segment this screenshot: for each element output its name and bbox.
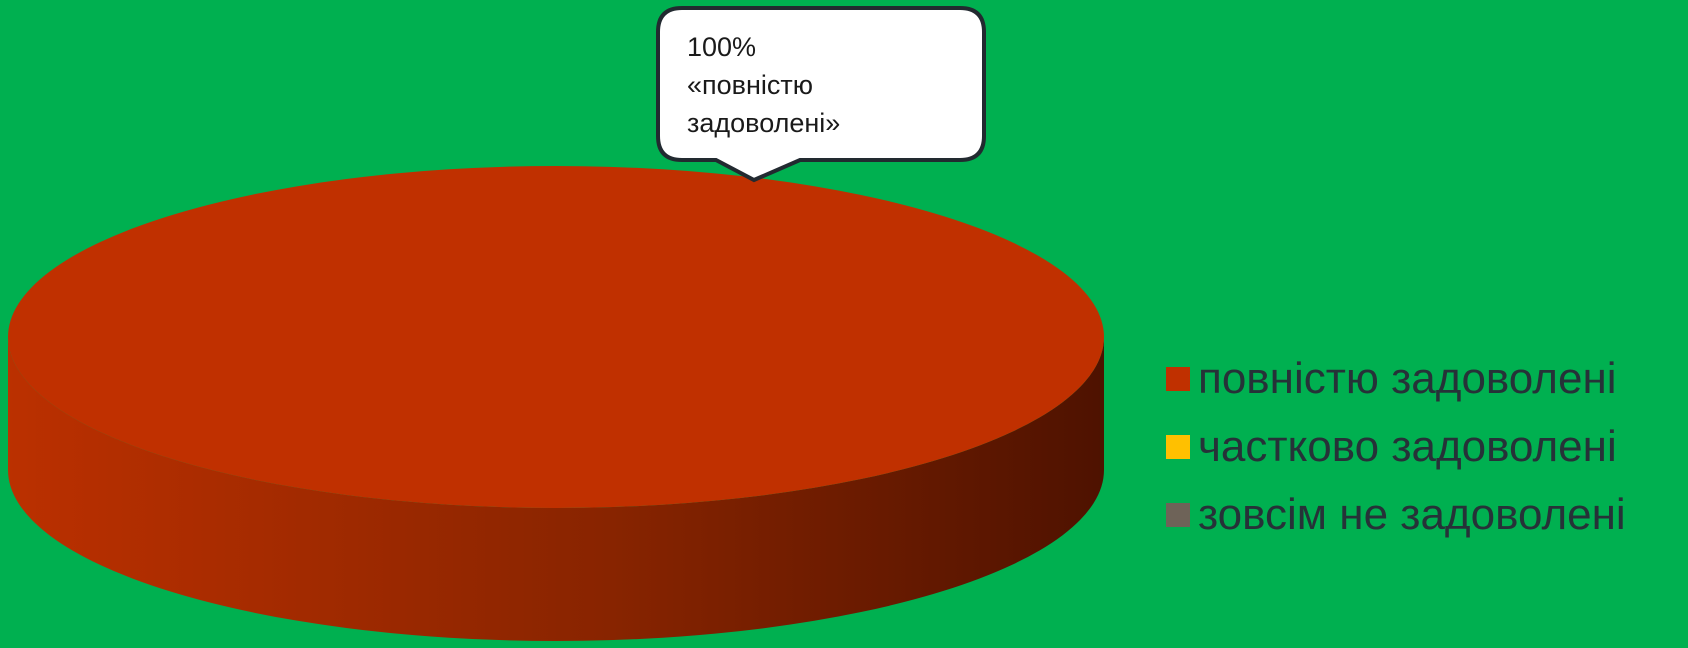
legend-item: частково задоволені (1166, 413, 1626, 481)
data-label-line: задоволені» (687, 108, 840, 138)
pie-slice (8, 166, 1104, 508)
legend-item: зовсім не задоволені (1166, 481, 1626, 549)
legend-label: частково задоволені (1198, 422, 1617, 471)
legend-label: зовсім не задоволені (1198, 490, 1626, 539)
legend-item: повністю задоволені (1166, 345, 1626, 413)
callout-box (656, 6, 986, 183)
legend-swatch (1166, 367, 1190, 391)
legend-label: повністю задоволені (1198, 354, 1617, 403)
legend: повністю задоволені частково задоволені зо… (1166, 345, 1626, 549)
data-label-line: «повністю (687, 70, 813, 100)
pie-slice-side (8, 337, 1104, 641)
data-label-line: 100% (687, 32, 756, 62)
legend-swatch (1166, 435, 1190, 459)
data-label-callout: 100% «повністю задоволені» (656, 6, 986, 183)
legend-swatch (1166, 503, 1190, 527)
